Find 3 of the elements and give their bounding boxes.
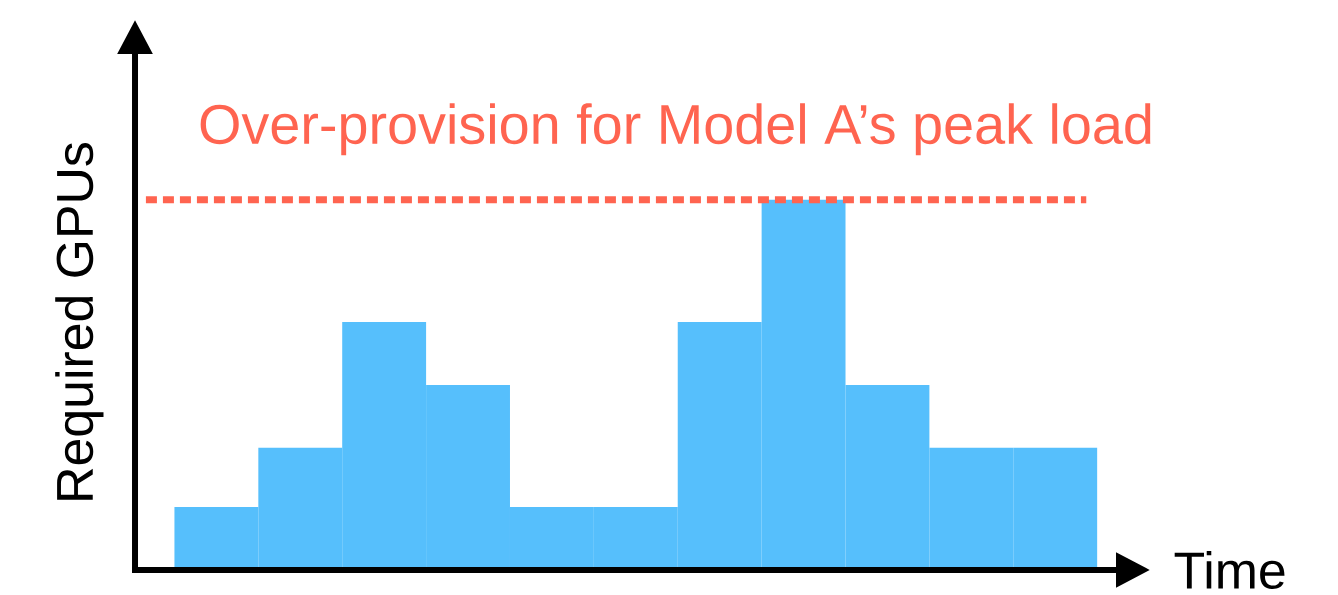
ref-line-label: Over-provision for Model A’s peak load [200, 103, 1151, 156]
y-axis-title: Required GPUs [55, 143, 104, 500]
x-axis-title: Time [1174, 550, 1285, 589]
